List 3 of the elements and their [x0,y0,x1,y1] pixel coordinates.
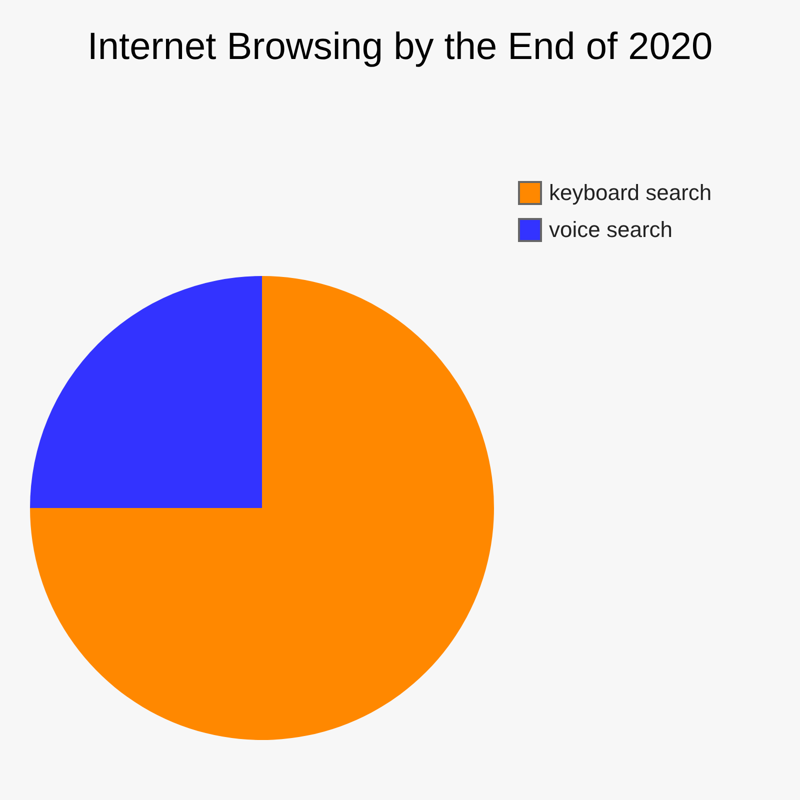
legend-label: keyboard search [549,180,712,205]
chart-title: Internet Browsing by the End of 2020 [86,26,714,68]
legend-label: voice search [549,217,673,242]
